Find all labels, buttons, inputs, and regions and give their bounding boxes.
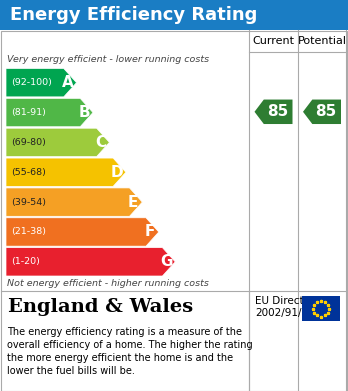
Polygon shape bbox=[303, 100, 341, 124]
Text: F: F bbox=[144, 224, 155, 239]
Text: (55-68): (55-68) bbox=[11, 168, 46, 177]
Text: Energy Efficiency Rating: Energy Efficiency Rating bbox=[10, 6, 258, 24]
Text: E: E bbox=[128, 195, 139, 210]
Text: EU Directive: EU Directive bbox=[255, 296, 319, 306]
Text: (1-20): (1-20) bbox=[11, 257, 40, 266]
Text: D: D bbox=[111, 165, 123, 180]
Text: 85: 85 bbox=[267, 104, 288, 119]
Text: Potential: Potential bbox=[298, 36, 347, 46]
Text: England & Wales: England & Wales bbox=[8, 298, 193, 316]
Text: (81-91): (81-91) bbox=[11, 108, 46, 117]
Text: lower the fuel bills will be.: lower the fuel bills will be. bbox=[7, 366, 135, 376]
Text: 2002/91/EC: 2002/91/EC bbox=[255, 308, 315, 318]
Text: G: G bbox=[160, 254, 173, 269]
Polygon shape bbox=[6, 128, 109, 156]
Text: (92-100): (92-100) bbox=[11, 78, 52, 87]
Text: The energy efficiency rating is a measure of the: The energy efficiency rating is a measur… bbox=[7, 327, 242, 337]
Text: B: B bbox=[78, 105, 90, 120]
Text: (39-54): (39-54) bbox=[11, 197, 46, 206]
Bar bbox=[0, 0, 348, 30]
Polygon shape bbox=[6, 218, 159, 246]
Bar bbox=[302, 296, 340, 321]
Text: Not energy efficient - higher running costs: Not energy efficient - higher running co… bbox=[7, 279, 209, 288]
Text: Current: Current bbox=[253, 36, 294, 46]
Text: 85: 85 bbox=[315, 104, 337, 119]
Polygon shape bbox=[6, 188, 142, 216]
Text: (69-80): (69-80) bbox=[11, 138, 46, 147]
Polygon shape bbox=[6, 99, 93, 127]
Polygon shape bbox=[6, 248, 175, 276]
Text: overall efficiency of a home. The higher the rating: overall efficiency of a home. The higher… bbox=[7, 340, 253, 350]
Polygon shape bbox=[254, 100, 293, 124]
Text: C: C bbox=[95, 135, 106, 150]
Text: A: A bbox=[62, 75, 73, 90]
Polygon shape bbox=[6, 68, 77, 97]
Polygon shape bbox=[6, 158, 126, 187]
Text: the more energy efficient the home is and the: the more energy efficient the home is an… bbox=[7, 353, 233, 363]
Text: Very energy efficient - lower running costs: Very energy efficient - lower running co… bbox=[7, 55, 209, 64]
Text: (21-38): (21-38) bbox=[11, 228, 46, 237]
